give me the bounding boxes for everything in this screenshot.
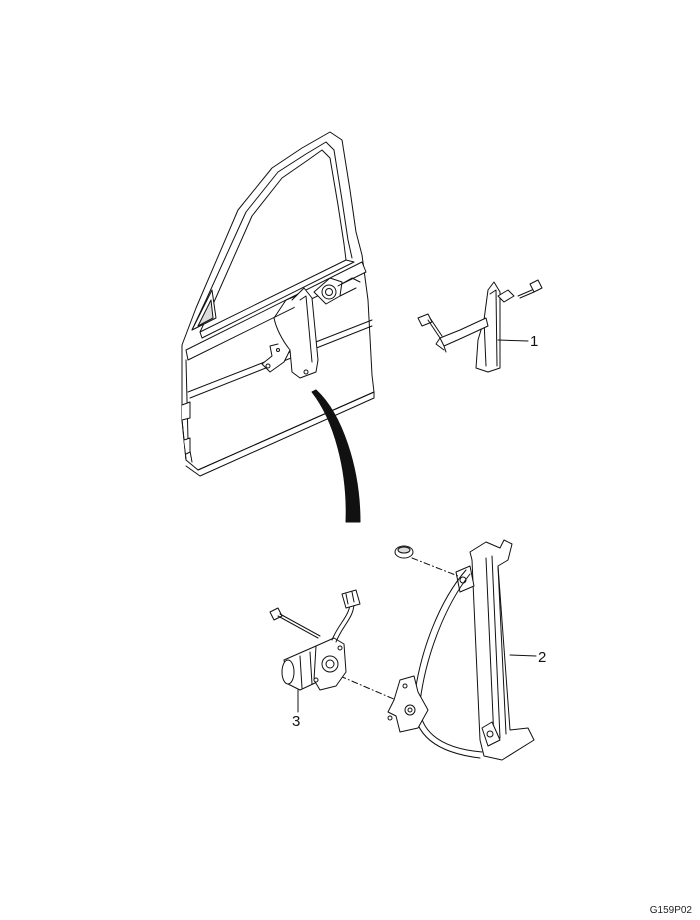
- part-1-rear-window-guide-rail: [418, 280, 542, 372]
- bolt-icon: [518, 280, 542, 298]
- drawing-code: G159P02: [649, 905, 692, 916]
- callout-label-1: 1: [530, 333, 539, 350]
- callout-label-3: 3: [292, 713, 301, 730]
- grommet-icon: [395, 546, 413, 558]
- front-door-illustration: [182, 132, 374, 476]
- callout-label-2: 2: [538, 649, 547, 666]
- detail-indicator-arrow: [312, 390, 360, 522]
- bolt-icon: [418, 314, 442, 338]
- connector-icon: [342, 590, 360, 608]
- part-3-window-motor: [270, 590, 360, 712]
- part-2-window-regulator: [340, 540, 536, 760]
- bolt-icon: [270, 608, 320, 638]
